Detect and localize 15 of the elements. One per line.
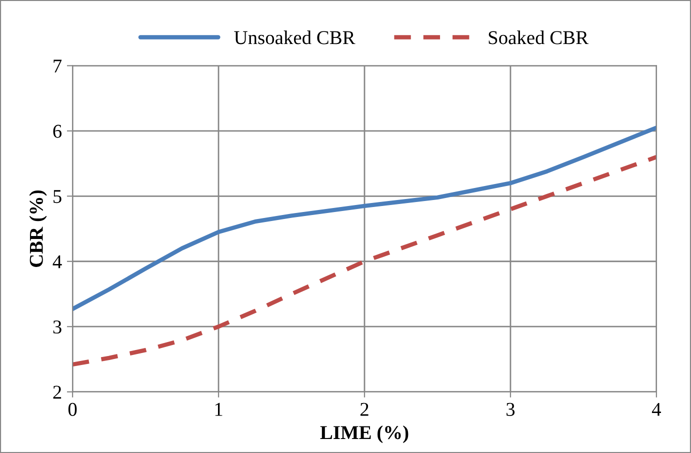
legend-label: Unsoaked CBR <box>234 30 356 44</box>
x-tick-label: 1 <box>215 402 222 416</box>
y-tick-label: 6 <box>53 124 62 138</box>
x-tick-label: 0 <box>68 402 77 416</box>
x-tick-label: 4 <box>652 402 662 416</box>
y-axis-title: CBR (%) <box>29 190 47 267</box>
legend-label: Soaked CBR <box>488 30 589 44</box>
y-tick-label: 4 <box>52 255 62 268</box>
x-tick-label: 3 <box>506 402 515 416</box>
x-tick-label: 2 <box>360 402 368 416</box>
y-tick-label: 3 <box>53 320 62 334</box>
y-tick-label: 2 <box>53 386 62 399</box>
y-tick-label: 5 <box>54 190 62 204</box>
x-axis-title: LIME (%) <box>320 425 408 444</box>
y-tick-label: 7 <box>54 60 62 72</box>
